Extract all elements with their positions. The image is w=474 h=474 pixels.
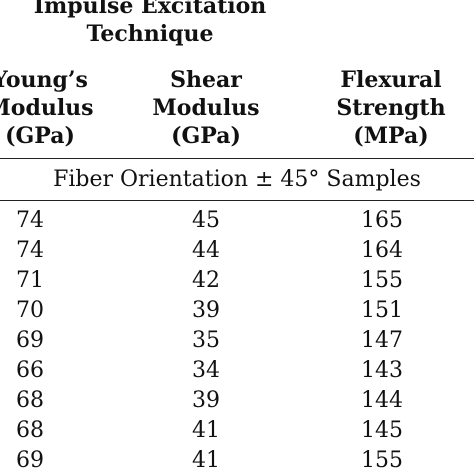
table-row: 69 41 155 xyxy=(0,446,474,474)
table-row: 74 45 165 xyxy=(0,206,474,236)
youngs-modulus-cell: 70 xyxy=(16,298,44,323)
column-header-line: Strength xyxy=(336,95,446,121)
column-header-line: (MPa) xyxy=(353,123,429,149)
table-row: 69 35 147 xyxy=(0,326,474,356)
youngs-modulus-cell: 66 xyxy=(16,358,44,383)
shear-modulus-cell: 44 xyxy=(192,238,220,263)
group-title: Impulse Excitation Technique xyxy=(0,0,300,48)
section-rule xyxy=(0,200,474,201)
table-row: 70 39 151 xyxy=(0,296,474,326)
shear-modulus-cell: 45 xyxy=(192,208,220,233)
youngs-modulus-cell: 68 xyxy=(16,418,44,443)
shear-modulus-cell: 41 xyxy=(192,418,220,443)
shear-modulus-cell: 39 xyxy=(192,298,220,323)
column-header-shear-modulus: Shear Modulus (GPa) xyxy=(146,66,266,150)
flexural-strength-cell: 151 xyxy=(361,298,403,323)
flexural-strength-cell: 144 xyxy=(361,388,403,413)
youngs-modulus-cell: 69 xyxy=(16,448,44,473)
column-header-line: (GPa) xyxy=(5,123,75,149)
youngs-modulus-cell: 69 xyxy=(16,328,44,353)
column-header-line: Modulus xyxy=(152,95,260,121)
table-body: 74 45 165 74 44 164 71 42 155 70 39 151 … xyxy=(0,206,474,474)
flexural-strength-cell: 147 xyxy=(361,328,403,353)
youngs-modulus-cell: 68 xyxy=(16,388,44,413)
group-title-line2: Technique xyxy=(86,21,214,47)
column-header-line: Modulus xyxy=(0,95,94,121)
column-header-line: Flexural xyxy=(340,67,442,93)
shear-modulus-cell: 39 xyxy=(192,388,220,413)
shear-modulus-cell: 41 xyxy=(192,448,220,473)
column-header-flexural-strength: Flexural Strength (MPa) xyxy=(316,66,466,150)
shear-modulus-cell: 34 xyxy=(192,358,220,383)
table-row: 68 39 144 xyxy=(0,386,474,416)
youngs-modulus-cell: 71 xyxy=(16,268,44,293)
table-row: 68 41 145 xyxy=(0,416,474,446)
column-header-line: (GPa) xyxy=(171,123,241,149)
youngs-modulus-cell: 74 xyxy=(16,208,44,233)
flexural-strength-cell: 155 xyxy=(361,268,403,293)
flexural-strength-cell: 155 xyxy=(361,448,403,473)
table-row: 66 34 143 xyxy=(0,356,474,386)
column-header-youngs-modulus: Young’s Modulus (GPa) xyxy=(0,66,110,150)
table-row: 71 42 155 xyxy=(0,266,474,296)
column-header-line: Shear xyxy=(170,67,242,93)
table-row: 74 44 164 xyxy=(0,236,474,266)
shear-modulus-cell: 35 xyxy=(192,328,220,353)
flexural-strength-cell: 145 xyxy=(361,418,403,443)
flexural-strength-cell: 164 xyxy=(361,238,403,263)
column-header-line: Young’s xyxy=(0,67,88,93)
header-rule xyxy=(0,158,474,159)
shear-modulus-cell: 42 xyxy=(192,268,220,293)
flexural-strength-cell: 165 xyxy=(361,208,403,233)
section-label: Fiber Orientation ± 45° Samples xyxy=(53,167,421,192)
group-title-line1: Impulse Excitation xyxy=(33,0,267,19)
youngs-modulus-cell: 74 xyxy=(16,238,44,263)
flexural-strength-cell: 143 xyxy=(361,358,403,383)
